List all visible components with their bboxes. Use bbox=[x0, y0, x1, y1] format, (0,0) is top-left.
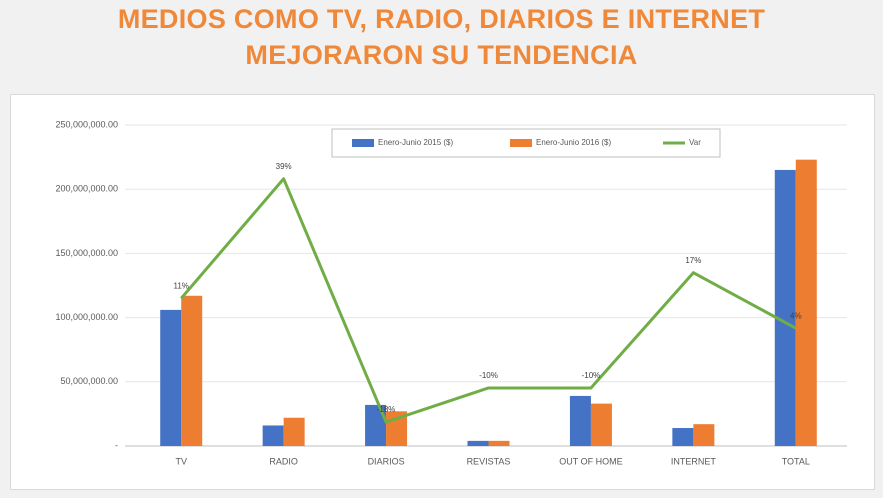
bar bbox=[365, 404, 387, 446]
bar bbox=[795, 159, 817, 446]
title-line: MEDIOS COMO TV, RADIO, DIARIOS E INTERNE… bbox=[117, 4, 766, 34]
data-label: -10% bbox=[582, 371, 601, 380]
bar bbox=[283, 417, 305, 446]
data-label: -18% bbox=[377, 405, 396, 414]
bar bbox=[488, 440, 510, 446]
y-tick-label: 200,000,000.00 bbox=[55, 184, 118, 194]
data-label: 39% bbox=[276, 162, 292, 171]
x-tick-label: TV bbox=[175, 456, 187, 466]
y-tick-label: 150,000,000.00 bbox=[55, 248, 118, 258]
legend-label: Enero-Junio 2016 ($) bbox=[536, 138, 611, 147]
legend-swatch bbox=[510, 139, 532, 147]
bar bbox=[590, 403, 612, 446]
legend-label: Enero-Junio 2015 ($) bbox=[378, 138, 453, 147]
bar bbox=[467, 440, 489, 446]
bar bbox=[672, 428, 694, 446]
y-tick-label: - bbox=[115, 440, 118, 450]
bar bbox=[569, 395, 591, 446]
data-label: 17% bbox=[685, 256, 701, 265]
bar bbox=[262, 425, 284, 446]
title-line: MEJORARON SU TENDENCIA bbox=[245, 40, 638, 70]
legend-label: Var bbox=[689, 138, 701, 147]
x-tick-label: RADIO bbox=[269, 456, 298, 466]
x-tick-label: REVISTAS bbox=[467, 456, 511, 466]
data-label: 4% bbox=[790, 311, 802, 320]
x-tick-label: TOTAL bbox=[782, 456, 810, 466]
legend-swatch bbox=[352, 139, 374, 147]
bar bbox=[774, 169, 796, 446]
x-tick-label: OUT OF HOME bbox=[559, 456, 622, 466]
data-label: -10% bbox=[479, 371, 498, 380]
x-tick-label: DIARIOS bbox=[368, 456, 405, 466]
y-tick-label: 100,000,000.00 bbox=[55, 312, 118, 322]
bar bbox=[693, 424, 715, 446]
data-label: 11% bbox=[174, 281, 189, 290]
var-line bbox=[180, 177, 797, 424]
bar bbox=[160, 309, 182, 446]
bar bbox=[181, 295, 203, 446]
y-tick-label: 250,000,000.00 bbox=[55, 119, 118, 129]
x-tick-label: INTERNET bbox=[671, 456, 717, 466]
y-tick-label: 50,000,000.00 bbox=[60, 376, 118, 386]
